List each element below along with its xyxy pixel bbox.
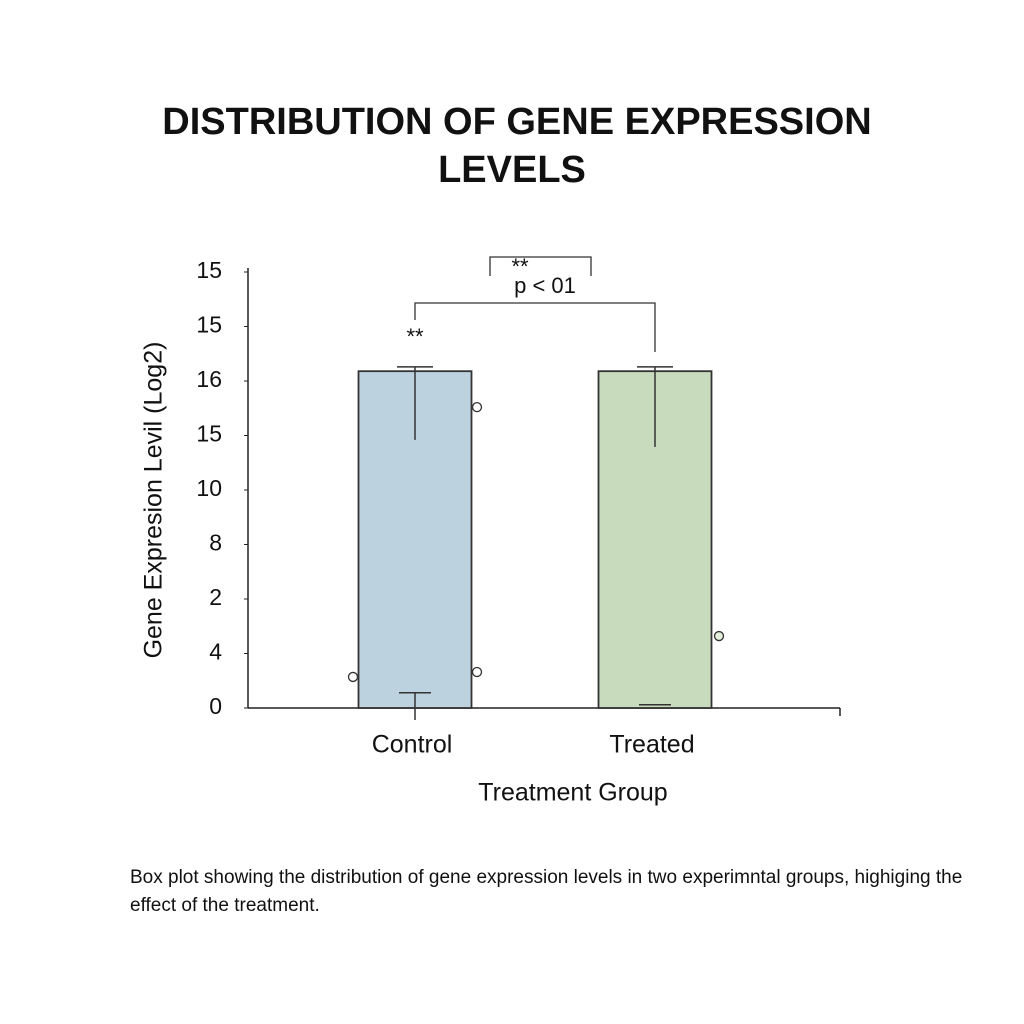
- y-tick-label: 15: [196, 257, 222, 283]
- outlier-point: [713, 630, 725, 642]
- outlier-point: [471, 402, 483, 413]
- significance-bracket-top: [489, 256, 592, 276]
- y-tick-label: 8: [209, 530, 222, 556]
- y-tick-label: 4: [209, 639, 222, 665]
- y-tick-label: 15: [196, 421, 222, 447]
- annotation: p < 01: [514, 273, 576, 298]
- annotation: **: [511, 254, 529, 279]
- y-axis-label: Gene Expresion Levil (Log2): [140, 342, 168, 659]
- chart-title: DISTRIBUTION OF GENE EXPRESSION LEVELS: [162, 101, 871, 191]
- y-tick-label: 0: [209, 693, 222, 719]
- x-tick-label: Control: [372, 731, 453, 759]
- annotation: **: [406, 324, 424, 349]
- caption-box: Box plot showing the distribution of gen…: [130, 867, 963, 916]
- y-tick-label: 2: [209, 584, 222, 610]
- x-axis-label: Treatment Group: [478, 779, 667, 807]
- outlier-point: [471, 666, 483, 678]
- y-tick-label: 10: [196, 475, 222, 501]
- x-tick-label: Treated: [609, 731, 694, 759]
- outlier-point: [347, 671, 359, 683]
- significance-bracket: [414, 302, 656, 352]
- y-tick-label: 16: [196, 366, 222, 392]
- caption: Box plot showing the distribution of gen…: [130, 867, 963, 916]
- y-tick-label: 15: [196, 312, 222, 338]
